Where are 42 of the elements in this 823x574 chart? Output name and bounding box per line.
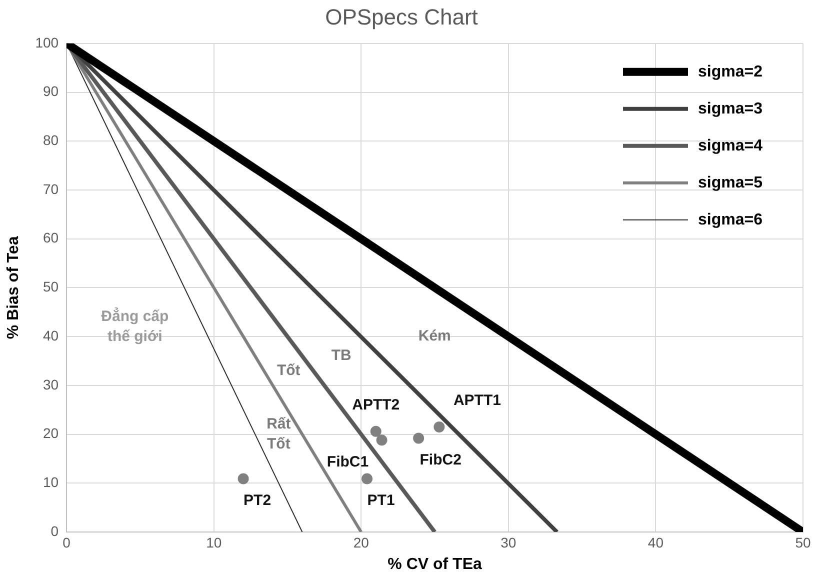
y-tick-label: 90: [42, 83, 59, 100]
point: [413, 432, 424, 444]
point: [362, 473, 373, 484]
annotation: APTT2: [352, 396, 400, 414]
y-tick-label: 30: [42, 376, 59, 392]
y-tick-label: 10: [42, 474, 59, 490]
annotation: FibC2: [420, 451, 462, 468]
annotation: FibC1: [326, 453, 369, 470]
y-tick-label: 50: [42, 278, 59, 295]
x-tick-label: 0: [62, 534, 71, 550]
x-tick-label: 40: [648, 534, 664, 550]
annotation: Tốt: [276, 362, 300, 379]
y-tick-label: 80: [42, 132, 59, 148]
x-tick-label: 10: [206, 534, 222, 550]
legend-label: sigma=6: [698, 211, 763, 228]
legend-label: sigma=3: [698, 100, 763, 118]
x-tick-label: 50: [795, 534, 811, 550]
y-tick-label: 70: [42, 180, 59, 197]
legend-label: sigma=2: [698, 63, 763, 80]
point: [370, 426, 382, 437]
y-tick-label: 60: [42, 230, 59, 246]
legend-label: sigma=4: [698, 137, 763, 154]
y-tick-label: 0: [50, 522, 59, 539]
x-axis-title: % CV of TEa: [388, 556, 482, 573]
y-tick-label: 100: [35, 34, 59, 50]
point: [238, 473, 249, 484]
y-tick-label: 40: [42, 327, 59, 344]
legend-label: sigma=5: [698, 174, 763, 192]
x-tick-label: 30: [500, 534, 516, 550]
annotation: PT1: [367, 492, 395, 509]
annotation: Đẳng cấp thế giới: [101, 306, 169, 345]
chart-title: OPSpecs Chart: [325, 4, 478, 30]
annotation: PT2: [244, 492, 272, 509]
annotation: TB: [331, 347, 352, 364]
x-tick-label: 20: [353, 534, 370, 550]
annotation: APTT1: [453, 392, 501, 410]
point: [376, 434, 388, 446]
annotation: Kém: [418, 328, 451, 345]
point: [434, 421, 445, 432]
y-axis-title: % Bias of Tea: [5, 236, 22, 340]
y-tick-label: 20: [42, 425, 59, 442]
annotation: Rất Tốt: [266, 415, 291, 452]
